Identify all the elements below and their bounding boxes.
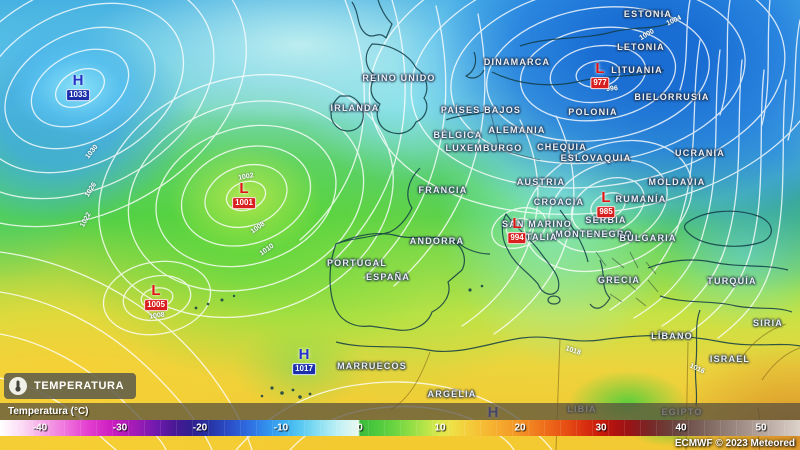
legend-tick: 50 (755, 422, 767, 434)
country-label: BÉLGICA (433, 130, 483, 140)
pressure-value: 1005 (144, 299, 168, 312)
isobar-label: 1010 (258, 242, 276, 258)
country-label: BULGARIA (619, 233, 677, 243)
country-label: BIELORRUSIA (634, 92, 710, 102)
legend-tick: 40 (675, 422, 687, 434)
country-label: FRANCIA (418, 185, 468, 195)
isobar-label: 1008 (249, 220, 267, 236)
country-label: GRECIA (597, 275, 641, 285)
country-label: PORTUGAL (326, 258, 388, 268)
country-label: SAN MARINO (502, 219, 572, 229)
country-label: REINO UNIDO (362, 73, 436, 83)
legend-ramp: -40 -30 -20 -10 0 10 20 30 40 50 (0, 420, 800, 436)
country-label: ISRAEL (709, 354, 751, 364)
coastlines (329, 0, 800, 407)
country-borders (489, 109, 659, 307)
isobar-label: 1022 (79, 211, 93, 229)
pressure-center-h: H 1017 (292, 346, 316, 376)
pressure-letter: L (601, 189, 611, 207)
isobar-label: 1016 (688, 362, 706, 376)
country-label: CHEQUIA (537, 142, 587, 152)
country-label: ANDORRA (409, 236, 465, 246)
pressure-letter: L (595, 60, 605, 78)
pressure-value: 1033 (66, 89, 90, 102)
legend-tick: 10 (434, 422, 446, 434)
country-label: CROACIA (533, 197, 585, 207)
legend-tick: -10 (273, 422, 289, 434)
country-label: TURQUÍA (707, 276, 757, 286)
pressure-letter: L (151, 282, 161, 300)
country-label: PAÍSES BAJOS (440, 105, 522, 115)
pressure-letter: H (298, 346, 310, 364)
pressure-value: 985 (596, 206, 616, 219)
country-label: MOLDAVIA (648, 177, 706, 187)
country-label: IRLANDA (330, 103, 380, 113)
country-label: MONTENEGRO (555, 229, 633, 239)
legend-tick: 20 (514, 422, 526, 434)
country-label: RUMANÍA (615, 194, 667, 204)
pressure-center-l: L 977 (590, 60, 610, 90)
thermometer-icon (9, 377, 27, 395)
country-label: ARGELIA (427, 389, 477, 399)
country-label: ALEMANIA (488, 125, 546, 135)
isobar-label: 1018 (564, 345, 582, 357)
pressure-center-l: L 1005 (144, 282, 168, 312)
country-label: MARRUECOS (337, 361, 407, 371)
pressure-center-l: L 994 (507, 215, 527, 245)
legend-tick: -40 (32, 422, 48, 434)
temperature-layer-chip[interactable]: TEMPERATURA (4, 373, 137, 399)
country-label: LÍBANO (651, 331, 693, 341)
pressure-letter: L (239, 180, 249, 198)
pressure-value: 977 (590, 77, 610, 90)
legend-tick: 30 (595, 422, 607, 434)
legend-title-bar: Temperatura (°C) (0, 403, 800, 420)
pressure-center-l: L 985 (596, 189, 616, 219)
pressure-value: 994 (507, 232, 527, 245)
pressure-letter: L (512, 215, 522, 233)
country-label: UCRANIA (675, 148, 725, 158)
legend-title: Temperatura (°C) (8, 406, 89, 417)
country-label: AUSTRIA (516, 177, 566, 187)
chip-label: TEMPERATURA (34, 380, 125, 392)
legend-tick: 0 (357, 422, 363, 434)
country-label: ITALIA (522, 232, 558, 242)
pressure-center-l: L 1001 (232, 180, 256, 210)
country-label: LITUANIA (611, 65, 663, 75)
attribution-text: ECMWF © 2023 Meteored (674, 438, 795, 449)
country-label: ESLOVAQUIA (560, 153, 632, 163)
legend-tick: -30 (112, 422, 128, 434)
country-label: SERBIA (585, 215, 627, 225)
country-label: SIRIA (752, 318, 784, 328)
isobar-label: 1000 (638, 28, 656, 42)
country-label: ESPAÑA (365, 272, 411, 282)
legend-tick: -20 (192, 422, 208, 434)
pressure-value: 1001 (232, 197, 256, 210)
isobar-label: 1008 (148, 311, 166, 321)
country-label: DINAMARCA (483, 57, 551, 67)
country-label: LETONIA (617, 42, 665, 52)
isobar-label: 1026 (83, 181, 99, 199)
country-label: ESTONIA (623, 9, 673, 19)
isobar-label: 1030 (84, 143, 100, 161)
country-label: POLONIA (568, 107, 618, 117)
islands (194, 284, 484, 399)
pressure-letter: H (72, 72, 84, 90)
country-label: LUXEMBURGO (445, 143, 523, 153)
pressure-center-h: H 1033 (66, 72, 90, 102)
pressure-value: 1017 (292, 363, 316, 376)
